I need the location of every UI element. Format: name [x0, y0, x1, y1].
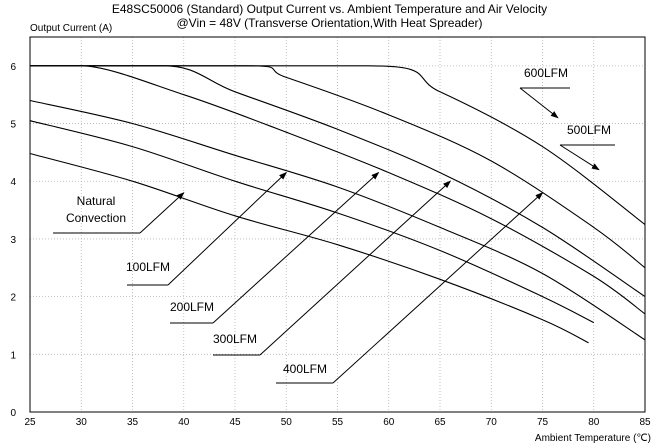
- x-tick-label: 80: [588, 417, 600, 428]
- annotation-arrow: [259, 180, 451, 356]
- x-tick-label: 45: [229, 417, 241, 428]
- y-tick-label: 3: [10, 235, 16, 246]
- annotation-arrow: [212, 171, 380, 324]
- x-tick-label: 70: [486, 417, 498, 428]
- x-tick-label: 55: [332, 417, 344, 428]
- series-line-natural-convection: [29, 152, 589, 344]
- x-tick-label: 65: [434, 417, 446, 428]
- y-tick-label: 1: [10, 350, 16, 361]
- annotation-label-200lfm: 200LFM: [170, 300, 214, 314]
- annotation-label-100lfm: 100LFM: [126, 260, 170, 274]
- chart-subtitle: @Vin = 48V (Transverse Orientation,With …: [176, 16, 483, 30]
- series-line-100lfm: [29, 120, 595, 324]
- annotation-label-natural-line2: Convection: [66, 211, 126, 225]
- annotation-label-natural: Natural: [77, 194, 116, 208]
- x-tick-label: 30: [76, 417, 88, 428]
- x-tick-label: 85: [639, 417, 651, 428]
- annotation-arrow: [519, 87, 559, 119]
- series-line-300lfm: [30, 65, 646, 315]
- annotation-label-500lfm: 500LFM: [567, 123, 611, 137]
- annotation-arrow: [167, 171, 287, 286]
- annotation-arrow: [332, 192, 544, 384]
- annotations: Natural Convection 100LFM 200LFM 300LFM 400LF…: [53, 66, 615, 384]
- series-lines: [29, 65, 646, 344]
- x-tick-label: 50: [281, 417, 293, 428]
- chart-title: E48SC50006 (Standard) Output Current vs.…: [111, 2, 548, 16]
- y-tick-label: 4: [10, 177, 16, 188]
- series-line-600lfm: [30, 65, 646, 225]
- annotation-label-300lfm: 300LFM: [213, 332, 257, 346]
- annotation-arrow: [139, 192, 185, 234]
- annotation-label-400lfm: 400LFM: [283, 362, 327, 376]
- x-axis-label: Ambient Temperature (℃): [534, 433, 651, 444]
- y-axis-label: Output Current (A): [30, 23, 113, 34]
- annotation-label-600lfm: 600LFM: [524, 66, 568, 80]
- y-tick-label: 0: [10, 408, 16, 419]
- y-tick-label: 2: [10, 293, 16, 304]
- x-tick-label: 25: [24, 417, 36, 428]
- x-tick-label: 40: [178, 417, 190, 428]
- y-tick-label: 5: [10, 120, 16, 131]
- series-line-400lfm: [30, 65, 646, 298]
- annotation-arrow: [559, 144, 600, 171]
- x-tick-label: 35: [127, 417, 139, 428]
- x-tick-label: 60: [383, 417, 395, 428]
- y-tick-label: 6: [10, 62, 16, 73]
- series-line-200lfm: [29, 99, 646, 341]
- series-line-500lfm: [30, 65, 646, 269]
- x-tick-label: 75: [537, 417, 549, 428]
